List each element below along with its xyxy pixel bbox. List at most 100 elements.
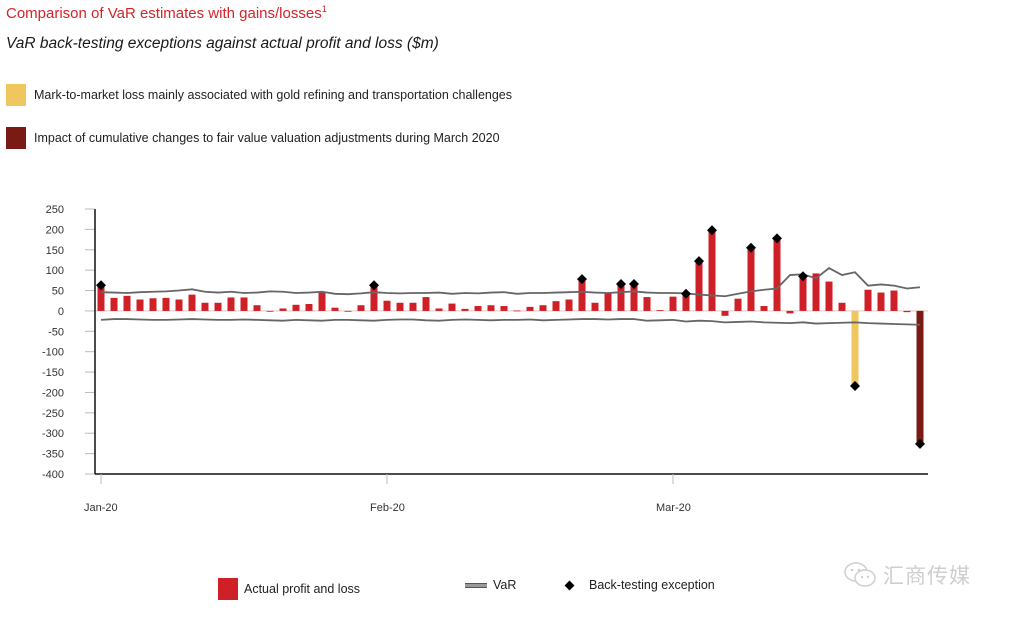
y-tick-label: -200 bbox=[42, 387, 64, 399]
pnl-bar bbox=[526, 306, 534, 311]
pnl-bar bbox=[162, 297, 170, 311]
legend-item-pnl: Actual profit and loss bbox=[218, 578, 360, 600]
exception-marker bbox=[798, 271, 808, 282]
y-tick-label: -350 bbox=[42, 449, 64, 461]
exception-marker bbox=[746, 242, 756, 253]
pnl-bar bbox=[864, 289, 872, 311]
wechat-icon bbox=[844, 562, 876, 587]
pnl-bar bbox=[370, 285, 378, 311]
pnl-bar bbox=[851, 310, 859, 386]
pnl-bar bbox=[916, 310, 924, 444]
pnl-bar bbox=[773, 238, 781, 311]
pnl-bar bbox=[617, 284, 625, 311]
exception-marker bbox=[850, 380, 860, 391]
exception-marker bbox=[369, 280, 379, 291]
y-tick-label: -250 bbox=[42, 408, 64, 420]
y-tick-label: 150 bbox=[46, 245, 64, 257]
pnl-bar bbox=[331, 307, 339, 311]
pnl-bar bbox=[682, 293, 690, 311]
title-footnote: 1 bbox=[321, 4, 327, 14]
exception-marker bbox=[681, 288, 691, 299]
note-gold-loss: Mark-to-market loss mainly associated wi… bbox=[6, 84, 512, 106]
var-lines bbox=[100, 267, 921, 326]
y-tick-label: 200 bbox=[46, 224, 64, 236]
pnl-bar bbox=[760, 306, 768, 311]
pnl-bar bbox=[500, 306, 508, 311]
exception-marker bbox=[915, 438, 925, 449]
note-fva-impact: Impact of cumulative changes to fair val… bbox=[6, 127, 500, 149]
chart-subtitle: VaR back-testing exceptions against actu… bbox=[6, 35, 439, 52]
legend-item-exception: Back-testing exception bbox=[564, 578, 715, 592]
pnl-bar bbox=[838, 302, 846, 311]
pnl-bar bbox=[344, 310, 352, 312]
exception-markers bbox=[96, 225, 925, 449]
exception-marker bbox=[616, 279, 626, 290]
diamond-icon bbox=[564, 580, 575, 590]
exception-marker bbox=[577, 274, 587, 285]
pnl-bar bbox=[188, 294, 196, 311]
pnl-bar bbox=[565, 299, 573, 311]
pnl-bar bbox=[513, 310, 521, 312]
x-tick-label: Feb-20 bbox=[370, 502, 405, 514]
x-axis: Jan-20 Feb-20 Mar-20 bbox=[84, 473, 928, 514]
pnl-bar bbox=[292, 304, 300, 311]
exception-marker bbox=[629, 279, 639, 290]
pnl-bar bbox=[578, 279, 586, 311]
pnl-bar bbox=[539, 305, 547, 311]
pnl-bar bbox=[136, 299, 144, 311]
gold-swatch-icon bbox=[6, 84, 26, 106]
pnl-bar bbox=[643, 297, 651, 311]
chart-title-text: Comparison of VaR estimates with gains/l… bbox=[6, 5, 322, 22]
pnl-bar bbox=[383, 300, 391, 311]
legend-exception-label: Back-testing exception bbox=[589, 578, 715, 592]
y-tick-label: 50 bbox=[52, 286, 64, 298]
note-gold-label: Mark-to-market loss mainly associated wi… bbox=[34, 88, 513, 102]
var-line-icon bbox=[465, 582, 487, 588]
pnl-bar bbox=[461, 308, 469, 311]
pnl-bars bbox=[97, 230, 924, 444]
pnl-bar bbox=[903, 310, 911, 313]
exception-marker bbox=[772, 233, 782, 244]
legend-pnl-label: Actual profit and loss bbox=[244, 582, 361, 596]
y-tick-label: 100 bbox=[46, 265, 64, 277]
legend-var-label: VaR bbox=[493, 578, 517, 592]
legend-item-var: VaR bbox=[465, 578, 516, 592]
pnl-bar bbox=[474, 306, 482, 311]
y-tick-label: 250 bbox=[46, 204, 64, 216]
pnl-bar bbox=[357, 305, 365, 311]
pnl-bar bbox=[487, 305, 495, 311]
pnl-bar bbox=[201, 302, 209, 311]
pnl-bar bbox=[825, 281, 833, 311]
pnl-bar bbox=[656, 310, 664, 311]
pnl-bar bbox=[890, 290, 898, 311]
x-tick-label: Mar-20 bbox=[656, 502, 691, 514]
pnl-bar bbox=[747, 247, 755, 311]
var-line-lower bbox=[100, 318, 921, 326]
pnl-bar bbox=[448, 303, 456, 311]
pnl-bar bbox=[266, 310, 274, 312]
y-axis: 250 200 150 100 50 0 -50 -100 -150 -200 -250 -300 -3… bbox=[42, 204, 928, 481]
pnl-bar bbox=[110, 297, 118, 311]
y-tick-label: -150 bbox=[42, 367, 64, 379]
pnl-bar bbox=[318, 292, 326, 311]
chart-title: Comparison of VaR estimates with gains/l… bbox=[6, 4, 327, 22]
y-tick-label: 0 bbox=[58, 306, 64, 318]
pnl-bar bbox=[604, 293, 612, 311]
pnl-bar bbox=[175, 299, 183, 311]
pnl-bar bbox=[630, 284, 638, 311]
fva-swatch-icon bbox=[6, 127, 26, 149]
pnl-bar bbox=[240, 297, 248, 311]
pnl-bar bbox=[214, 302, 222, 311]
pnl-bar bbox=[305, 303, 313, 311]
pnl-bar bbox=[734, 298, 742, 311]
pnl-bar bbox=[435, 308, 443, 311]
y-tick-label: -300 bbox=[42, 428, 64, 440]
exception-marker bbox=[707, 225, 717, 236]
exception-marker bbox=[694, 256, 704, 267]
pnl-bar bbox=[552, 301, 560, 311]
var-backtesting-chart: 250 200 150 100 50 0 -50 -100 -150 -200 -250 -300 -3… bbox=[42, 204, 928, 514]
chart-legend: Actual profit and loss VaR Back-testing … bbox=[0, 578, 1024, 604]
var-line-upper bbox=[100, 267, 921, 298]
y-tick-label: -100 bbox=[42, 347, 64, 359]
pnl-bar bbox=[669, 296, 677, 311]
